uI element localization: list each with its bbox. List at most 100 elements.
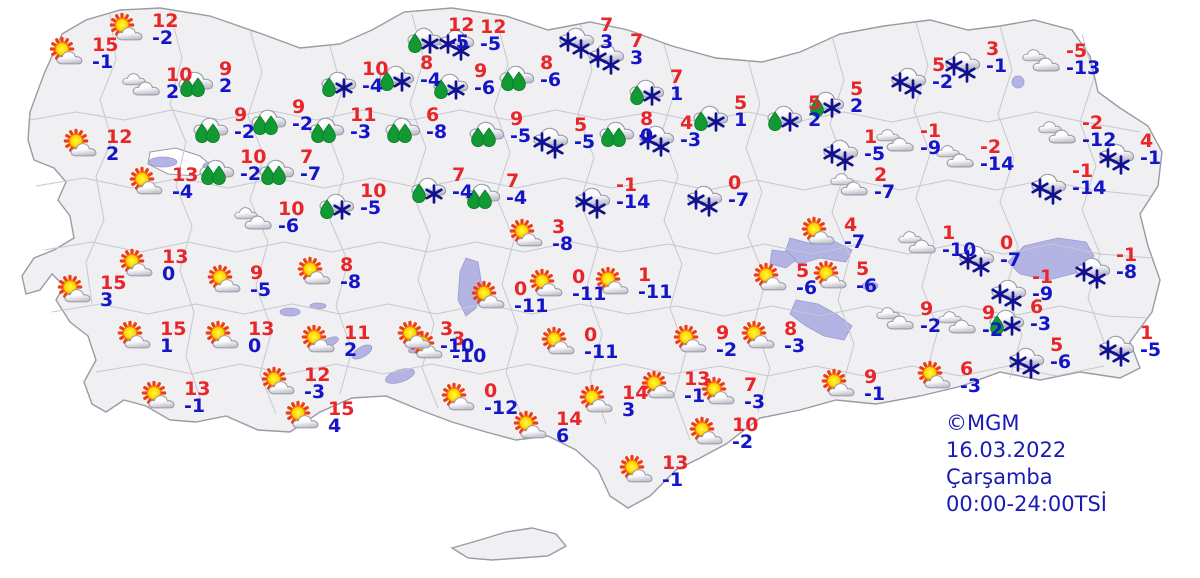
min-temperature: -5 [574,131,596,153]
sunny-cloud-icon [285,400,319,429]
max-temperature: 1 [864,126,878,148]
station-icon [1022,49,1060,72]
min-temperature: 0 [640,125,654,147]
snow-icon [959,245,995,277]
min-temperature: -6 [540,69,562,91]
raindrop-icon [398,123,412,144]
snowflake-icon [1112,347,1130,367]
rain-icon [465,183,501,210]
max-temperature: 3 [452,328,466,350]
min-temperature: -4 [172,181,194,203]
max-temperature: 7 [452,164,466,186]
station-icon [1038,121,1076,144]
turkey-mainland [21,7,1163,509]
max-temperature: 3 [440,318,454,340]
min-temperature: -2 [716,339,738,361]
max-temperature: -1 [1032,266,1054,288]
sunny-cloud-icon [297,256,331,285]
rain-icon [178,71,214,98]
rain-snow-icon [767,105,803,132]
max-temperature: 8 [340,254,354,276]
min-temperature: -5 [510,125,532,147]
snowflake-icon [333,200,351,220]
station-icon [321,71,357,98]
sunny-cloud-icon [117,320,151,349]
station-icon [753,262,787,291]
snowflake-icon [823,98,841,118]
min-temperature: -1 [92,51,114,73]
station-icon [589,43,625,75]
rain-snow-icon [407,27,443,54]
lake-tuz [457,257,483,317]
sunny-cloud-icon [261,366,295,395]
max-temperature: 5 [932,54,946,76]
cloudy-icon [830,173,868,196]
snowflake-icon [700,197,718,217]
sunny-cloud-icon [619,454,653,483]
station-icon [117,320,151,349]
max-temperature: 3 [552,216,566,238]
station-icon [1009,347,1045,379]
station-icon [641,370,675,399]
sunny-cloud-icon [63,128,97,157]
sunny-cloud-icon [109,12,143,41]
station-icon [701,376,735,405]
station-icon [813,260,847,289]
station-icon [599,121,635,148]
sunny-cloud-icon [301,324,335,353]
station-icon [619,454,653,483]
min-temperature: 2 [219,75,233,97]
station-icon [285,400,319,429]
max-temperature: 14 [556,408,583,430]
min-temperature: -3 [744,391,766,413]
raindrop-icon [322,123,336,144]
max-temperature: 15 [92,34,119,56]
max-temperature: 5 [856,258,870,280]
snowflake-icon [602,55,620,75]
max-temperature: 8 [420,52,434,74]
station-icon [673,324,707,353]
max-temperature: 9 [982,302,996,324]
station-icon [767,105,803,132]
snowflake-icon [707,112,725,132]
map-credit-block: ©MGM 16.03.2022 Çarşamba 00:00-24:00TSİ [946,410,1107,518]
snowflake-icon [1044,185,1062,205]
snow-icon [575,187,611,219]
station-icon [809,91,845,118]
credit-time-range: 00:00-24:00TSİ [946,492,1107,516]
station-icon [891,67,927,99]
min-temperature: -11 [584,341,619,363]
min-temperature: -3 [304,381,326,403]
raindrop-icon [212,165,226,186]
station-icon [234,207,272,230]
snow-icon [945,51,981,83]
station-icon [439,29,475,61]
station-icon [207,264,241,293]
snow-icon [533,127,569,159]
raindrop-icon [380,71,394,92]
station-icon [629,79,665,106]
max-temperature: 15 [100,272,127,294]
snow-icon [589,43,625,75]
station-icon [541,326,575,355]
max-temperature: 8 [784,318,798,340]
max-temperature: 6 [1030,296,1044,318]
max-temperature: 2 [874,164,888,186]
lake-small-ne [1011,75,1025,89]
snowflake-icon [452,41,470,61]
station-icon [499,65,535,92]
min-temperature: -10 [942,239,977,261]
station-icon [122,73,160,96]
credit-day: Çarşamba [946,465,1053,489]
max-temperature: 9 [292,96,306,118]
station-icon [579,384,613,413]
min-temperature: -8 [426,121,448,143]
raindrop-icon [320,199,334,220]
min-temperature: -5 [448,31,470,53]
credit-date: 16.03.2022 [946,438,1067,462]
min-temperature: 4 [328,415,342,437]
max-temperature: 15 [328,398,355,420]
rain-icon [469,121,505,148]
raindrop-icon [191,77,205,98]
rain-icon [599,121,635,148]
